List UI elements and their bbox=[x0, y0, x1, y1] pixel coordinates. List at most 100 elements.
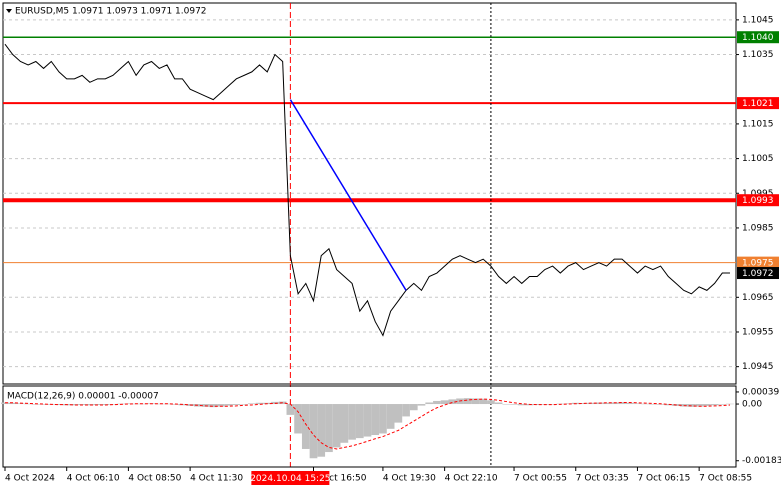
histogram-bar bbox=[232, 404, 241, 405]
x-tick-label: 7 Oct 08:55 bbox=[699, 474, 752, 484]
histogram-bar bbox=[394, 404, 403, 423]
histogram-bar bbox=[726, 403, 734, 405]
macd-title: MACD(12,26,9) 0.00001 -0.00007 bbox=[7, 392, 159, 402]
price-line bbox=[4, 43, 730, 337]
histogram-bar bbox=[510, 404, 518, 405]
histogram-bar bbox=[656, 404, 665, 405]
x-tick-label: 7 Oct 00:55 bbox=[514, 474, 567, 484]
histogram-bar bbox=[695, 404, 704, 407]
histogram-bar bbox=[471, 398, 480, 405]
level-box bbox=[737, 267, 779, 280]
level-box bbox=[737, 256, 779, 269]
y-tick-label: 1.1035 bbox=[742, 50, 774, 60]
histogram-bar bbox=[363, 404, 372, 437]
panel-border bbox=[2, 385, 737, 468]
y-tick-label: 1.0945 bbox=[742, 362, 774, 372]
histogram-bar bbox=[494, 402, 503, 405]
histogram-bar bbox=[633, 403, 642, 405]
histogram-bar bbox=[124, 403, 133, 405]
y-tick-label: -0.00183 bbox=[742, 456, 781, 466]
histogram-bar bbox=[502, 404, 511, 405]
histogram-bar bbox=[217, 404, 225, 407]
chart-title: EURUSD,M5 1.0971 1.0973 1.0971 1.0972 bbox=[15, 7, 207, 17]
histogram-bar bbox=[402, 404, 410, 417]
histogram-bar bbox=[301, 404, 310, 449]
level-label: 1.0975 bbox=[742, 259, 774, 269]
x-tick-label: 7 Oct 06:15 bbox=[637, 474, 690, 484]
histogram-bar bbox=[8, 402, 17, 405]
trend-line bbox=[289, 99, 407, 291]
crosshair-box bbox=[251, 471, 330, 485]
histogram-bar bbox=[386, 404, 395, 429]
histogram-bar bbox=[487, 400, 495, 405]
histogram-bar bbox=[24, 403, 32, 405]
histogram-bar bbox=[31, 404, 40, 405]
y-tick-label: 1.1005 bbox=[742, 154, 774, 164]
x-tick-label: 4 Oct 22:10 bbox=[445, 474, 498, 484]
histogram-bar bbox=[641, 403, 650, 405]
histogram-bar bbox=[348, 404, 356, 440]
y-tick-label: 1.0995 bbox=[742, 189, 774, 199]
level-box bbox=[737, 97, 779, 110]
x-tick-label: 4 Oct 16:50 bbox=[314, 474, 367, 484]
histogram-bar bbox=[240, 404, 248, 405]
histogram-bar bbox=[448, 399, 457, 405]
histogram-bar bbox=[517, 404, 526, 406]
histogram-bar bbox=[294, 404, 302, 434]
y-tick-label: 1.1045 bbox=[742, 15, 774, 25]
x-tick-label: 4 Oct 2024 bbox=[5, 474, 55, 484]
level-label: 1.0972 bbox=[742, 269, 774, 279]
histogram-bar bbox=[533, 404, 542, 405]
histogram-bar bbox=[564, 403, 572, 405]
histogram-bar bbox=[209, 404, 218, 408]
histogram-bar bbox=[1, 402, 9, 405]
histogram-bar bbox=[355, 404, 364, 439]
histogram-bar bbox=[625, 402, 634, 405]
y-tick-label: 1.0955 bbox=[742, 327, 774, 337]
histogram-bar bbox=[70, 404, 79, 406]
x-tick-label: 4 Oct 19:30 bbox=[383, 474, 436, 484]
histogram-bar bbox=[286, 404, 295, 415]
y-tick-label: 1.1015 bbox=[742, 119, 774, 129]
y-tick-label: 0.00039 bbox=[742, 387, 779, 397]
histogram-bar bbox=[548, 404, 557, 405]
histogram-bar bbox=[155, 403, 164, 405]
level-label: 1.1040 bbox=[742, 33, 774, 43]
histogram-bar bbox=[703, 404, 711, 406]
histogram-bar bbox=[170, 404, 179, 405]
histogram-bar bbox=[379, 404, 387, 434]
histogram-bar bbox=[247, 403, 256, 405]
histogram-bar bbox=[340, 404, 349, 443]
histogram-bar bbox=[710, 404, 719, 406]
histogram-bar bbox=[39, 404, 48, 405]
histogram-bar bbox=[440, 400, 449, 405]
histogram-bar bbox=[332, 404, 341, 448]
histogram-bar bbox=[255, 402, 264, 405]
x-tick-label: 7 Oct 03:35 bbox=[576, 474, 629, 484]
histogram-bar bbox=[109, 404, 117, 405]
histogram-bar bbox=[649, 404, 657, 405]
y-tick-label: 1.0985 bbox=[742, 223, 774, 233]
y-tick-label: 0.00 bbox=[742, 400, 762, 410]
histogram-bar bbox=[417, 404, 426, 406]
histogram-bar bbox=[618, 402, 626, 405]
level-label: 1.1021 bbox=[742, 99, 774, 109]
histogram-bar bbox=[425, 402, 434, 405]
level-label: 1.0993 bbox=[742, 196, 774, 206]
histogram-bar bbox=[85, 404, 94, 406]
histogram-bar bbox=[309, 404, 318, 459]
signal-line bbox=[5, 398, 731, 450]
histogram-bar bbox=[317, 404, 326, 457]
histogram-bar bbox=[579, 403, 588, 405]
x-tick-label: 4 Oct 06:10 bbox=[67, 474, 120, 484]
histogram-bar bbox=[325, 404, 333, 453]
histogram-bar bbox=[139, 403, 148, 405]
histogram-bar bbox=[602, 402, 611, 405]
title-marker bbox=[6, 9, 12, 13]
histogram-bar bbox=[409, 404, 418, 411]
x-tick-label: 4 Oct 11:30 bbox=[190, 474, 243, 484]
histogram-bar bbox=[479, 398, 488, 405]
